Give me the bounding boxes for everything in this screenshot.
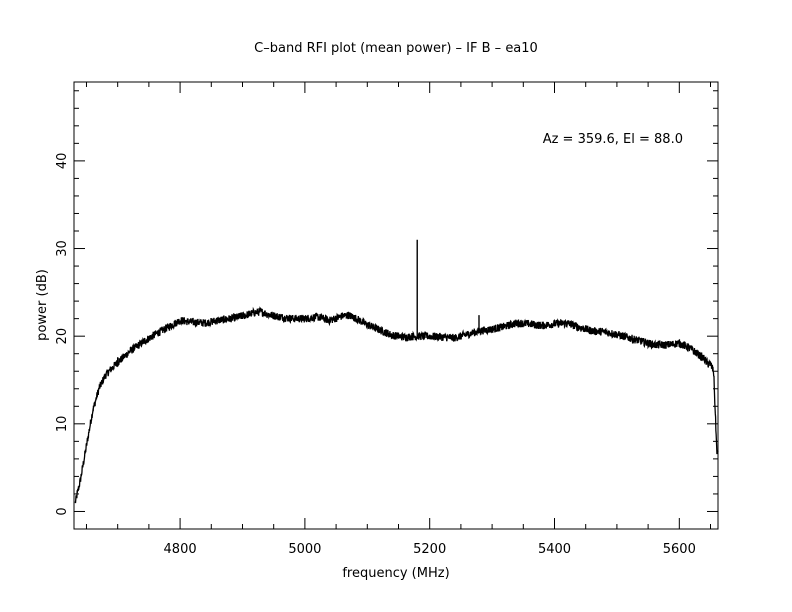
x-tick-labels: 4800 5000 5200 5400 5600	[164, 542, 696, 557]
y-tick-label: 30	[55, 240, 70, 257]
x-tick-label: 5400	[538, 542, 571, 557]
az-el-annotation: Az = 359.6, El = 88.0	[543, 132, 683, 147]
series-group	[74, 239, 719, 504]
x-tick-label: 5600	[663, 542, 696, 557]
y-axis-label: power (dB)	[35, 269, 50, 341]
x-tick-label: 5200	[413, 542, 446, 557]
y-tick-labels: 0 10 20 30 40	[55, 153, 70, 516]
x-tick-label: 5000	[288, 542, 321, 557]
y-tick-label: 0	[55, 507, 70, 515]
plot-frame	[73, 81, 719, 530]
y-tick-label: 10	[55, 416, 70, 433]
power-trace	[74, 306, 719, 504]
axis-ticks	[74, 82, 718, 529]
x-axis-label: frequency (MHz)	[342, 566, 449, 581]
chart-title: C–band RFI plot (mean power) – IF B – ea…	[254, 41, 538, 56]
y-tick-label: 20	[55, 328, 70, 345]
x-tick-label: 4800	[164, 542, 197, 557]
y-tick-label: 40	[55, 153, 70, 170]
